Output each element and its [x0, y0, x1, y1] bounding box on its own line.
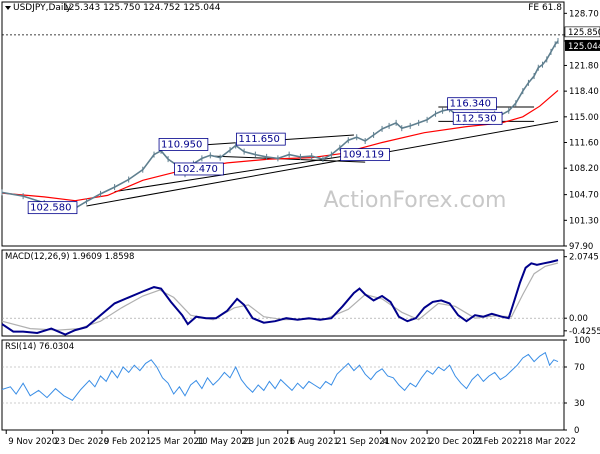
x-tick-label: 23 Dec 2020: [55, 437, 109, 447]
annotation-label: 111.650: [238, 134, 279, 145]
annotation-label: 116.340: [450, 99, 491, 110]
price-y-tick-label: 125.044: [568, 42, 600, 52]
chart-title: USDJPY,Daily: [13, 3, 72, 13]
annotation-label: 109.119: [343, 150, 384, 161]
trendline-0: [86, 120, 559, 207]
annotation-box: [27, 201, 78, 215]
x-tick-label: 10 May 2021: [197, 437, 252, 447]
annotation-box: [158, 138, 209, 151]
price-y-tick-label: 125.850: [568, 28, 600, 38]
rsi-y-tick-label: 0: [574, 426, 579, 436]
price-y-tick-label: 108.20: [569, 164, 599, 174]
annotation-label: 112.530: [455, 113, 496, 124]
macd-panel-frame: [1, 249, 565, 337]
annotation-label: 102.470: [177, 164, 218, 175]
trendline-3: [213, 155, 366, 163]
macd-line: [1, 259, 559, 336]
rsi-y-tick-label: 30: [574, 399, 585, 409]
annotation-box: [340, 148, 390, 162]
x-tick-label: 4 Nov 2021: [383, 437, 432, 447]
annotation-box: [174, 162, 224, 176]
annotation-box: [452, 111, 503, 125]
x-tick-label: 6 Aug 2021: [290, 437, 339, 447]
annotation-label: 110.950: [161, 139, 202, 150]
current-price-tag: [565, 39, 600, 51]
price-y-tick-label: 101.30: [569, 216, 599, 226]
macd-y-tick-label: -0.4255: [569, 327, 600, 337]
macd-title: MACD(12,26,9) 1.9609 1.8598: [5, 252, 134, 262]
rsi-panel-frame: [1, 339, 565, 431]
price-y-tick-label: 115.00: [569, 113, 599, 123]
annotation-box: [236, 132, 286, 146]
annotation-box: [447, 97, 497, 111]
price-y-tick-label: 104.70: [569, 191, 599, 201]
rsi-y-tick-label: 100: [574, 336, 590, 346]
macd-y-tick-label: 0.00: [569, 314, 588, 324]
price-y-tick-label: 111.60: [569, 139, 599, 149]
x-tick-label: 18 Mar 2022: [522, 437, 576, 447]
watermark-text: ActionForex.com: [324, 188, 507, 213]
fe-level-tag: [564, 26, 600, 38]
x-tick-label: 9 Feb 2021: [104, 437, 152, 447]
price-y-tick-label: 118.40: [569, 87, 599, 97]
price-y-tick-label: 128.70: [569, 9, 599, 19]
macd-y-tick-label: 2.0745: [569, 253, 599, 263]
x-tick-label: 9 Nov 2020: [8, 437, 57, 447]
ohlc-label: 125.343 125.750 124.752 125.044: [63, 3, 221, 13]
rsi-line: [1, 351, 559, 401]
rsi-y-tick-label: 70: [574, 363, 585, 373]
indicator-label: FE 61.8: [528, 3, 562, 13]
trendline-1: [114, 154, 354, 193]
x-tick-label: 23 Jun 2021: [243, 437, 294, 447]
x-tick-label: 2 Feb 2022: [476, 437, 524, 447]
x-tick-label: 25 Mar 2021: [150, 437, 204, 447]
price-y-tick-label: 121.80: [569, 61, 599, 71]
annotation-label: 102.580: [30, 203, 71, 214]
x-tick-label: 21 Sep 2021: [336, 437, 390, 447]
rsi-title: RSI(14) 76.0304: [5, 342, 74, 352]
price-y-tick-label: 97.90: [569, 242, 593, 252]
chevron-down-icon: [5, 6, 11, 10]
x-tick-label: 20 Dec 2021: [429, 437, 483, 447]
